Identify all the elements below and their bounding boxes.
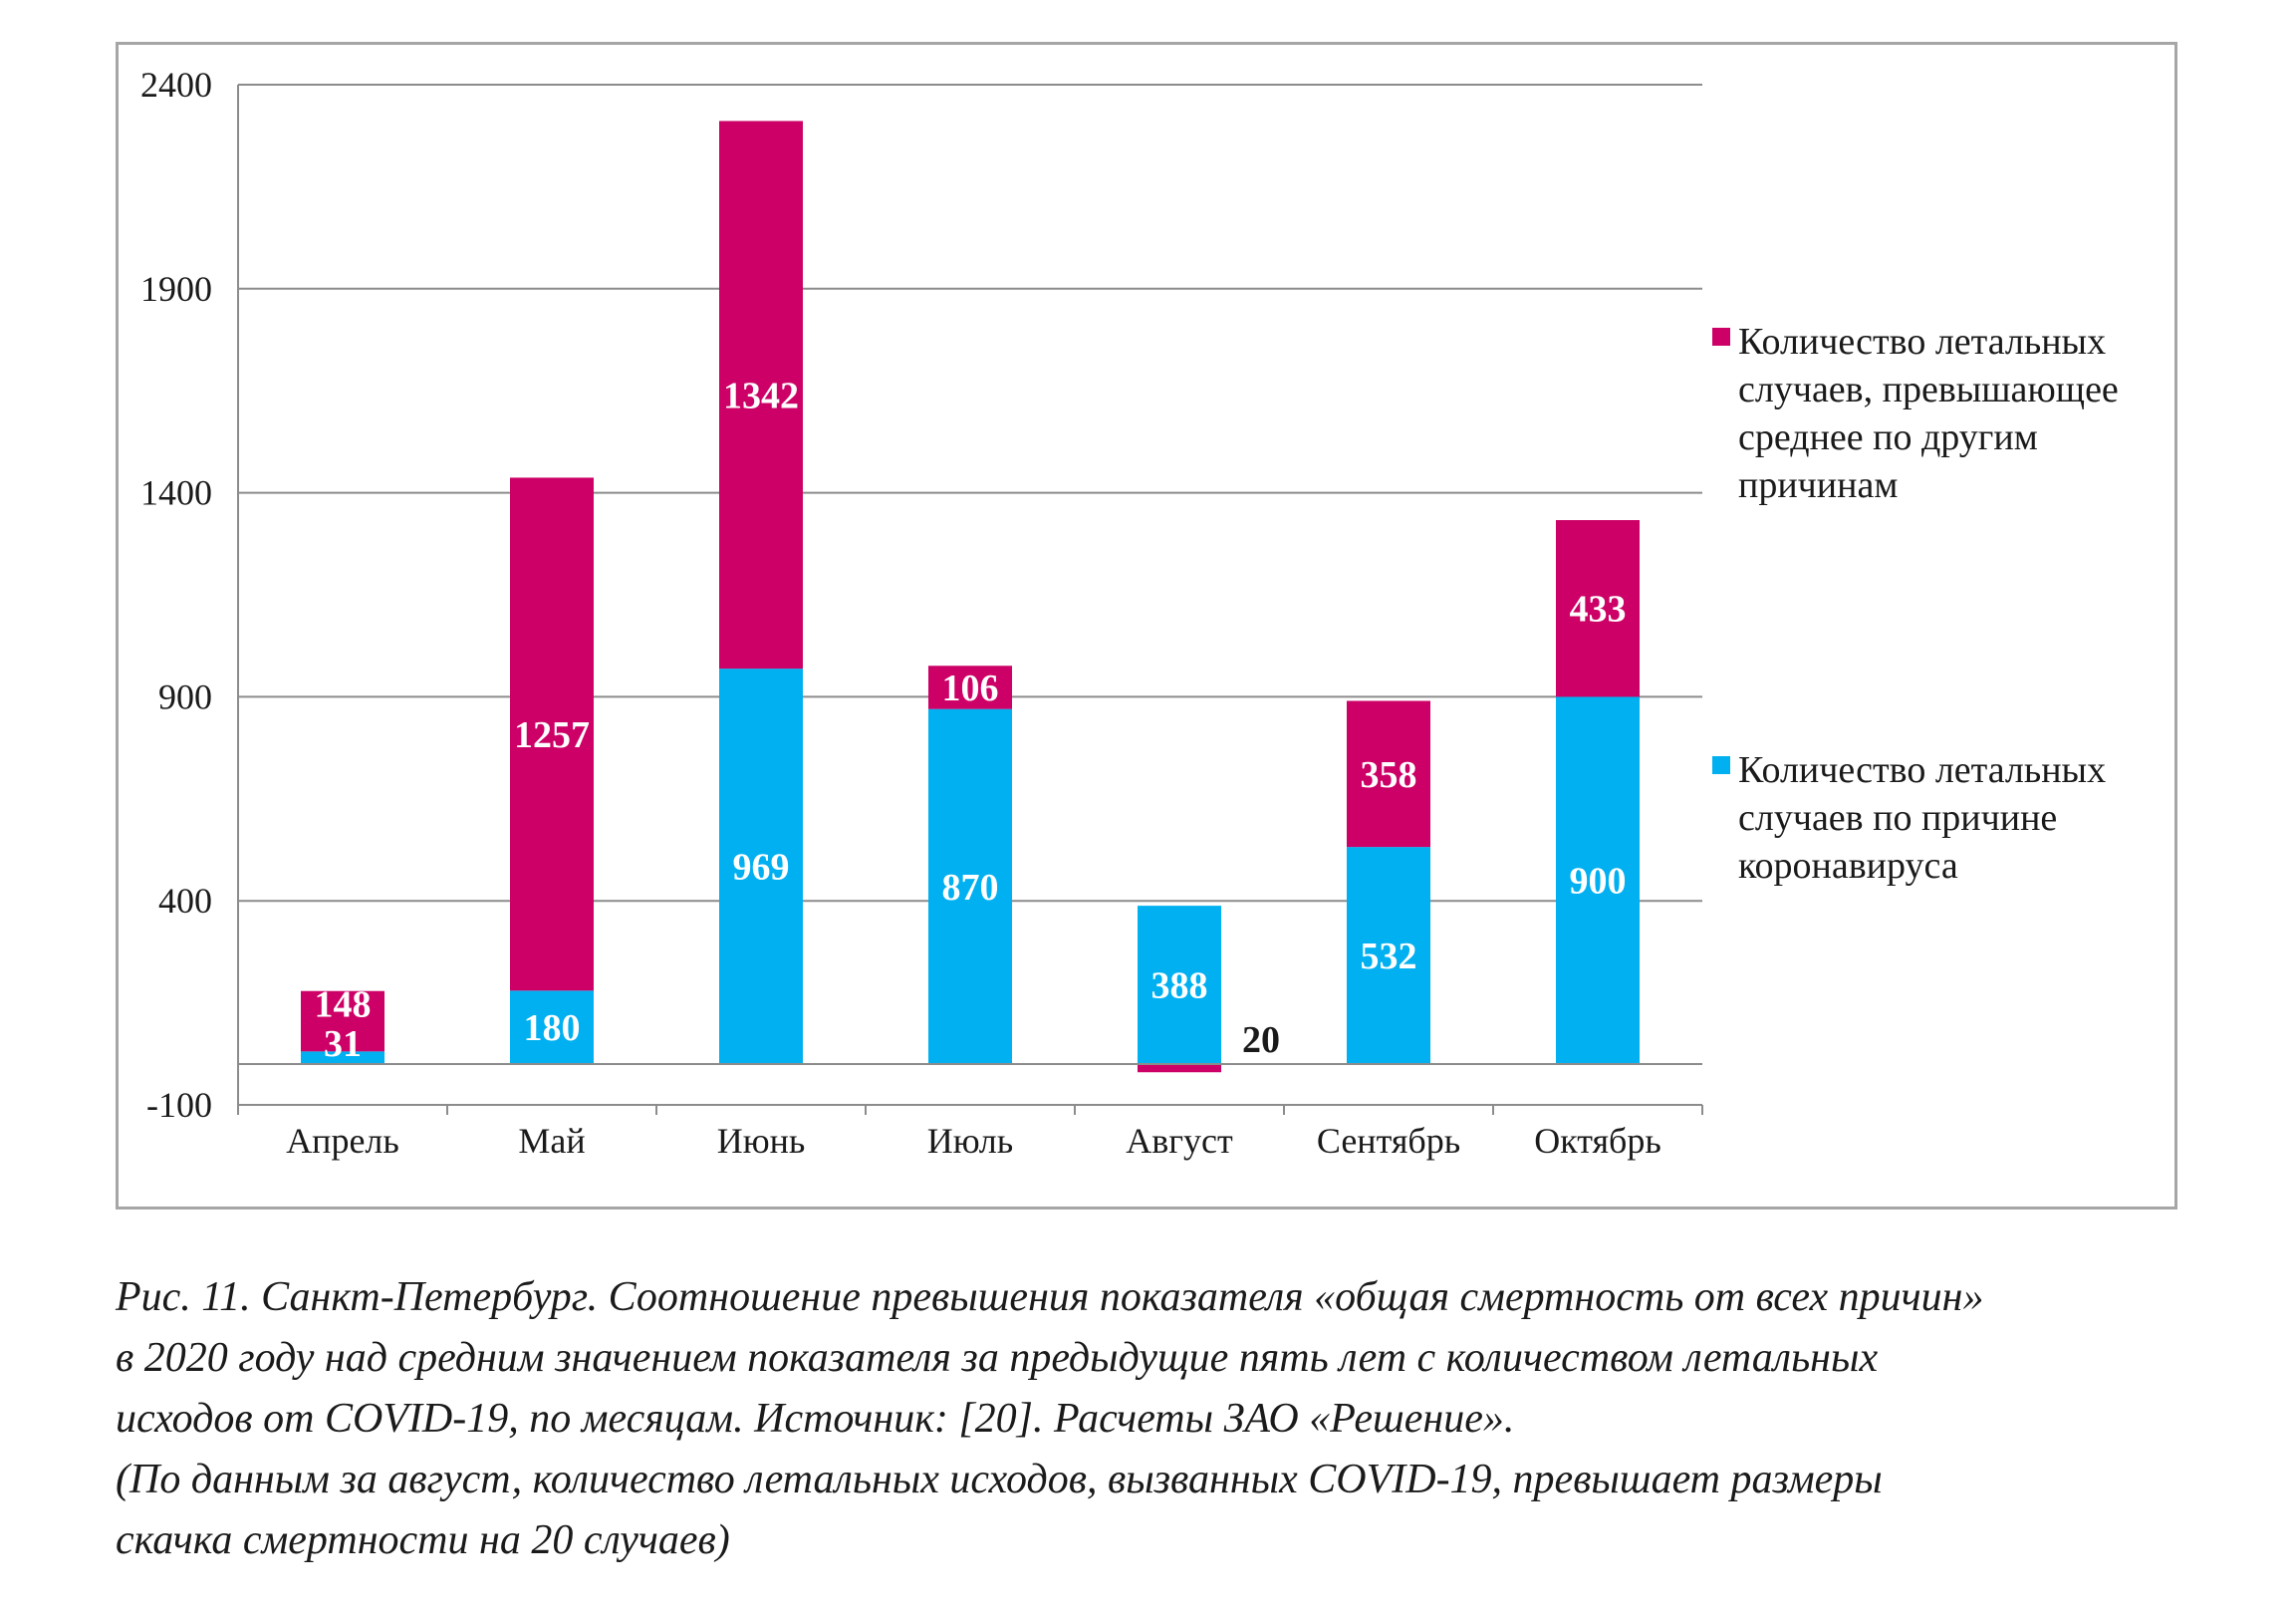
data-label-excess: 1257 <box>514 714 590 756</box>
stacked-bar-chart: 2400 1900 1400 900 400 -100 Апрель Май Июнь Июль А… <box>140 65 2119 1161</box>
bar-covid <box>719 669 803 1065</box>
y-tick-label: -100 <box>146 1085 212 1125</box>
x-tick-label: Август <box>1126 1121 1233 1161</box>
x-tick-label: Май <box>518 1121 585 1161</box>
figure-caption: Рис. 11. Санкт-Петербург. Соотношение пр… <box>116 1267 2227 1571</box>
axes: 2400 1900 1400 900 400 -100 Апрель Май Июнь Июль А… <box>140 65 1703 1161</box>
bar-covid <box>1347 847 1430 1065</box>
data-label-excess: 106 <box>942 668 999 709</box>
bar-covid <box>510 990 594 1065</box>
bar-excess <box>1347 700 1430 848</box>
legend-label-line: причинам <box>1738 464 1898 506</box>
legend-label-line: случаев по причине <box>1738 797 2057 839</box>
data-label-covid: 969 <box>733 847 790 889</box>
bar-excess <box>510 477 594 991</box>
bar-covid <box>928 708 1012 1065</box>
x-tick-label: Июнь <box>717 1121 806 1161</box>
bar-excess <box>1138 1064 1221 1073</box>
legend: Количество летальных случаев, превышающее… <box>1712 321 2119 887</box>
data-label-covid: 31 <box>324 1023 362 1065</box>
caption-line: (По данным за август, количество летальн… <box>116 1457 1883 1502</box>
data-label-excess: 1342 <box>723 375 799 416</box>
x-tick-label: Апрель <box>286 1121 399 1161</box>
y-tick-label: 2400 <box>140 65 212 105</box>
data-label-excess: 433 <box>1570 589 1627 631</box>
legend-label-line: среднее по другим <box>1738 416 2038 458</box>
data-label-covid: 870 <box>942 867 999 909</box>
bar-excess <box>719 121 803 670</box>
caption-line: исходов от COVID-19, по месяцам. Источни… <box>116 1396 1515 1442</box>
bar-covid <box>1138 906 1221 1065</box>
legend-swatch-excess <box>1712 328 1730 346</box>
data-label-covid: 900 <box>1570 861 1627 903</box>
x-tick-label: Октябрь <box>1534 1121 1661 1161</box>
data-label-covid: 388 <box>1151 965 1208 1007</box>
caption-line: скачка смертности на 20 случаев) <box>116 1517 730 1563</box>
data-label-excess: 148 <box>315 984 372 1026</box>
legend-label-line: Количество летальных <box>1738 321 2106 363</box>
y-tick-label: 1400 <box>140 473 212 513</box>
caption-line: Рис. 11. Санкт-Петербург. Соотношение пр… <box>116 1274 1984 1320</box>
y-tick-label: 400 <box>158 881 212 921</box>
data-label-covid: 180 <box>524 1007 581 1049</box>
bar-excess <box>1556 520 1640 697</box>
bars <box>301 121 1640 1073</box>
bar-covid <box>301 1051 384 1065</box>
chart-frame: 2400 1900 1400 900 400 -100 Апрель Май Июнь Июль А… <box>116 42 2177 1210</box>
data-label-excess: 358 <box>1361 754 1417 796</box>
bar-excess <box>928 666 1012 709</box>
legend-swatch-covid <box>1712 756 1730 774</box>
data-label-excess: 20 <box>1242 1019 1280 1061</box>
x-tick-label: Сентябрь <box>1317 1121 1460 1161</box>
y-tick-label: 1900 <box>140 269 212 309</box>
caption-line: в 2020 году над средним значением показа… <box>116 1335 1879 1381</box>
x-tick-label: Июль <box>927 1121 1013 1161</box>
bar-covid <box>1556 696 1640 1065</box>
y-tick-label: 900 <box>158 676 212 716</box>
data-label-covid: 532 <box>1361 936 1417 977</box>
legend-label-line: Количество летальных <box>1738 749 2106 791</box>
bar-excess <box>301 990 384 1052</box>
legend-label-line: коронавируса <box>1738 845 1958 887</box>
legend-label-line: случаев, превышающее <box>1738 369 2119 410</box>
